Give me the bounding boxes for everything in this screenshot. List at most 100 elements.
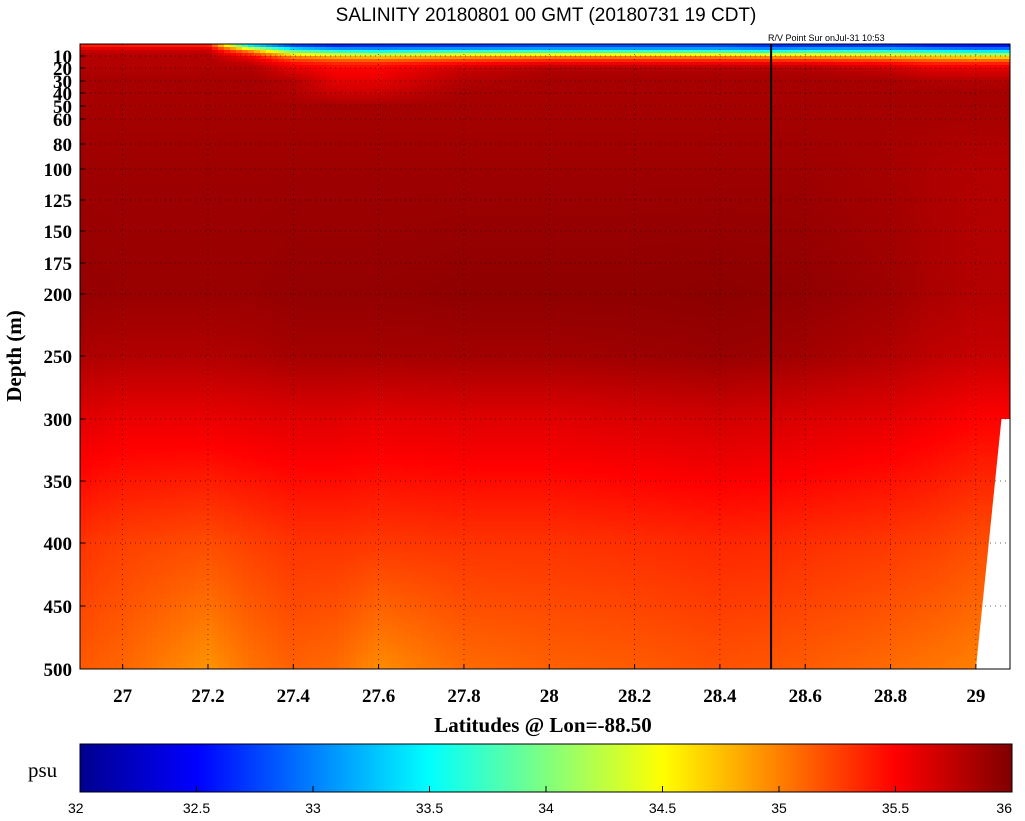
heatmap-cell — [1004, 71, 1010, 75]
heatmap-cell — [644, 62, 651, 66]
heatmap-cell — [326, 68, 333, 72]
heatmap-cell — [566, 56, 573, 60]
heatmap-cell — [404, 65, 411, 69]
heatmap-cell — [734, 59, 741, 63]
heatmap-cell — [596, 62, 603, 66]
heatmap-cell — [242, 62, 249, 66]
heatmap-cell — [920, 68, 927, 72]
heatmap-cell — [410, 44, 417, 48]
heatmap-cell — [800, 74, 807, 78]
heatmap-cell — [170, 80, 177, 84]
heatmap-cell — [962, 59, 969, 63]
heatmap-cell — [914, 62, 921, 66]
heatmap-cell — [860, 71, 867, 75]
heatmap-cell — [212, 68, 219, 72]
heatmap-cell — [662, 59, 669, 63]
heatmap-cell — [716, 71, 723, 75]
heatmap-cell — [368, 59, 375, 63]
heatmap-cell — [998, 68, 1005, 72]
heatmap-cell — [176, 65, 183, 69]
heatmap-cell — [392, 47, 399, 51]
heatmap-cell — [866, 53, 873, 57]
heatmap-cell — [704, 53, 711, 57]
heatmap-cell — [566, 65, 573, 69]
heatmap-cell — [440, 44, 447, 48]
heatmap-cell — [962, 50, 969, 54]
heatmap-cell — [650, 74, 657, 78]
heatmap-cell — [338, 47, 345, 51]
heatmap-cell — [884, 56, 891, 60]
heatmap-cell — [920, 53, 927, 57]
heatmap-cell — [734, 53, 741, 57]
heatmap-cell — [950, 68, 957, 72]
heatmap-cell — [350, 53, 357, 57]
heatmap-cell — [392, 80, 399, 84]
heatmap-cell — [338, 59, 345, 63]
heatmap-cell — [620, 44, 627, 48]
heatmap-cell — [416, 71, 423, 75]
heatmap-cell — [596, 44, 603, 48]
heatmap-cell — [572, 53, 579, 57]
heatmap-cell — [596, 68, 603, 72]
heatmap-cell — [572, 74, 579, 78]
heatmap-cell — [956, 65, 963, 69]
heatmap-cell — [416, 77, 423, 81]
heatmap-cell — [686, 77, 693, 81]
heatmap-cell — [788, 47, 795, 51]
heatmap-cell — [110, 80, 117, 84]
heatmap-cell — [392, 68, 399, 72]
heatmap-cell — [998, 47, 1005, 51]
heatmap-cell — [86, 44, 93, 48]
heatmap-cell — [584, 71, 591, 75]
heatmap-cell — [878, 74, 885, 78]
heatmap-cell — [770, 65, 777, 69]
heatmap-cell — [956, 44, 963, 48]
heatmap-cell — [686, 62, 693, 66]
heatmap-cell — [146, 74, 153, 78]
heatmap-cell — [182, 44, 189, 48]
heatmap-cell — [470, 44, 477, 48]
heatmap-cell — [386, 68, 393, 72]
heatmap-cell — [194, 71, 201, 75]
heatmap-cell — [194, 65, 201, 69]
heatmap-cell — [398, 50, 405, 54]
heatmap-cell — [740, 74, 747, 78]
heatmap-cell — [512, 62, 519, 66]
heatmap-cell — [218, 56, 225, 60]
heatmap-cell — [500, 74, 507, 78]
heatmap-cell — [176, 53, 183, 57]
heatmap-cell — [206, 44, 213, 48]
heatmap-cell — [662, 71, 669, 75]
heatmap-cell — [998, 62, 1005, 66]
heatmap-cell — [536, 59, 543, 63]
heatmap-cell — [536, 47, 543, 51]
heatmap-cell — [752, 62, 759, 66]
heatmap-cell — [680, 50, 687, 54]
heatmap-cell — [836, 59, 843, 63]
heatmap-cell — [962, 53, 969, 57]
heatmap-cell — [932, 65, 939, 69]
heatmap-cell — [662, 47, 669, 51]
heatmap-cell — [296, 65, 303, 69]
heatmap-cell — [836, 50, 843, 54]
heatmap-cell — [650, 44, 657, 48]
heatmap-cell — [386, 71, 393, 75]
heatmap-cell — [254, 65, 261, 69]
heatmap-cell — [608, 59, 615, 63]
heatmap-cell — [668, 71, 675, 75]
heatmap-cell — [878, 65, 885, 69]
heatmap-cell — [824, 53, 831, 57]
heatmap-cell — [446, 68, 453, 72]
heatmap-cell — [488, 44, 495, 48]
heatmap-cell — [848, 71, 855, 75]
heatmap-cell — [146, 59, 153, 63]
heatmap-cell — [350, 44, 357, 48]
heatmap-cell — [308, 74, 315, 78]
heatmap-cell — [116, 50, 123, 54]
heatmap-cell — [188, 77, 195, 81]
heatmap-cell — [368, 71, 375, 75]
heatmap-cell — [668, 77, 675, 81]
heatmap-cell — [476, 80, 483, 84]
heatmap-cell — [356, 53, 363, 57]
heatmap-cell — [800, 59, 807, 63]
